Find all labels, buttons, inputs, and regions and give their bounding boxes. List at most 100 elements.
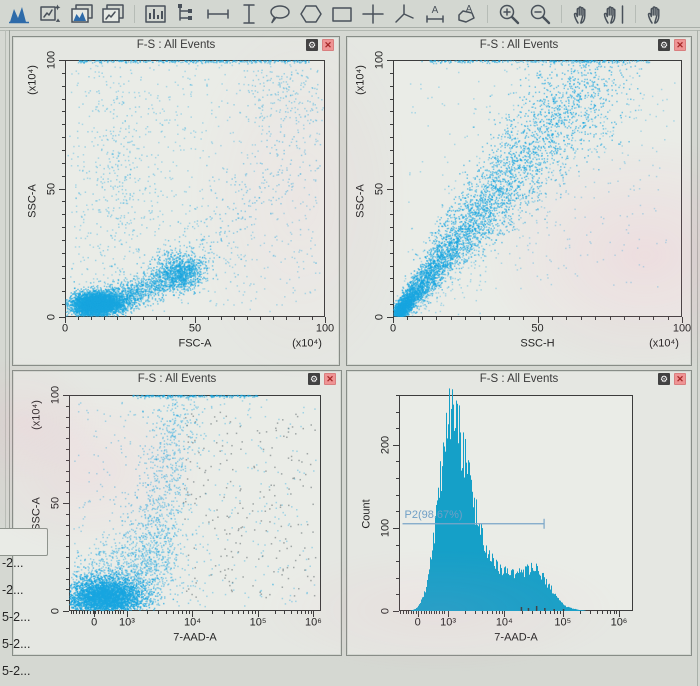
sidebar-item[interactable]: -2... [2, 556, 24, 570]
x-tick-label: 10³ [440, 616, 457, 629]
plot-settings-icon[interactable]: ⚙ [658, 373, 670, 385]
statistics-icon[interactable] [144, 3, 168, 25]
zoom-out-icon[interactable] [528, 3, 552, 25]
plot-panel-7aad-ssca: F-S : All Events ⚙ ✕ 0 10³ 10⁴ 10⁵ 10⁶ 0 50 100… [12, 370, 342, 656]
y-axis-label: SSC-A [354, 184, 367, 219]
y-tick-label: 0 [379, 607, 392, 615]
x-tick-label: 10⁴ [495, 616, 513, 629]
y-tick-label: 100 [373, 50, 386, 70]
plot-settings-icon[interactable]: ⚙ [308, 373, 320, 385]
plot-body: 0 10³ 10⁴ 10⁵ 10⁶ 0 50 100 7-AAD-A SSC-A (x10⁴) [13, 385, 341, 653]
plot-panel-ssch-ssca: F-S : All Events ⚙ ✕ 0 50 100 0 50 100 SSC-H (x… [346, 36, 692, 366]
x-tick-label: 10⁶ [610, 616, 628, 629]
x-tick-label: 10⁵ [249, 616, 267, 629]
y-tick-label: 0 [45, 313, 58, 321]
zoom-in-icon[interactable] [497, 3, 521, 25]
x-tick-label: 10⁴ [183, 616, 201, 629]
polygon-gate-icon[interactable] [299, 3, 323, 25]
plot-canvas[interactable] [13, 54, 339, 363]
y-tick-label: 200 [379, 435, 392, 455]
x-tick-label: 0 [91, 616, 98, 629]
x-tick-label: 100 [315, 322, 335, 335]
y-tick-label: 100 [49, 385, 62, 405]
plot-close-icon[interactable]: ✕ [324, 373, 336, 385]
plot-canvas[interactable] [13, 388, 341, 653]
plot-title-bar[interactable]: F-S : All Events ⚙ ✕ [347, 371, 691, 388]
x-tick-label: 0 [389, 322, 397, 335]
free-quadrant-gate-icon[interactable] [392, 3, 416, 25]
workspace-top-border [0, 30, 700, 31]
svg-text:A: A [466, 4, 473, 15]
x-axis-unit: (x10⁴) [292, 337, 322, 350]
y-tick-label: 50 [49, 496, 62, 510]
sidebar-collapsed-box [0, 528, 48, 556]
toolbar-separator [487, 4, 488, 23]
toolbar-separator [134, 4, 135, 23]
lasso-gate-icon[interactable] [268, 3, 292, 25]
interval-h-gate-icon[interactable] [206, 3, 230, 25]
svg-text:A: A [432, 5, 439, 16]
quadrant-gate-icon[interactable] [361, 3, 385, 25]
plot-close-icon[interactable]: ✕ [674, 39, 686, 51]
gate-label[interactable]: P2(98.67%) [404, 508, 463, 521]
x-axis-label: 7-AAD-A [494, 631, 538, 644]
plot-close-icon[interactable]: ✕ [322, 39, 334, 51]
sidebar-item[interactable]: 5-2... [2, 637, 31, 651]
toolbar-separator [635, 4, 636, 23]
workspace-right-border [697, 30, 698, 686]
plot-canvas[interactable] [347, 54, 691, 363]
hierarchy-icon[interactable] [175, 3, 199, 25]
plot-title-bar[interactable]: F-S : All Events ⚙ ✕ [13, 371, 341, 388]
toolbar-separator [561, 4, 562, 23]
hand-icon[interactable] [645, 3, 669, 25]
plot-histogram-icon[interactable] [8, 3, 32, 25]
x-axis-label: 7-AAD-A [173, 631, 217, 644]
pan-axis-icon[interactable] [602, 3, 626, 25]
sidebar-item[interactable]: -2... [2, 583, 24, 597]
x-tick-label: 50 [531, 322, 544, 335]
new-plot-icon[interactable] [39, 3, 63, 25]
plot-panel-7aad-count: F-S : All Events ⚙ ✕ P2(98.67%) 0 10³ 10⁴ 10… [346, 370, 692, 656]
pan-icon[interactable] [571, 3, 595, 25]
x-tick-label: 10⁵ [554, 616, 572, 629]
x-tick-label: 10⁶ [305, 616, 322, 629]
y-tick-label: 100 [45, 50, 58, 70]
y-axis-label: Count [360, 499, 373, 529]
plot-close-icon[interactable]: ✕ [674, 373, 686, 385]
y-axis-unit: (x10⁴) [354, 65, 367, 95]
plot-title-bar[interactable]: F-S : All Events ⚙ ✕ [347, 37, 691, 54]
overlay-histogram-icon[interactable] [70, 3, 94, 25]
x-tick-label: 100 [672, 322, 692, 335]
plot-canvas[interactable] [347, 388, 691, 653]
plot-settings-icon[interactable]: ⚙ [306, 39, 318, 51]
y-tick-label: 0 [49, 607, 62, 615]
x-tick-label: 50 [188, 322, 202, 335]
y-axis-label: SSC-A [30, 496, 43, 531]
x-tick-label: 0 [414, 616, 421, 629]
y-tick-label: 100 [379, 518, 392, 538]
x-axis-label: FSC-A [178, 337, 212, 350]
y-axis-unit: (x10⁴) [30, 400, 43, 430]
interval-v-gate-icon[interactable] [237, 3, 261, 25]
label-interval-icon[interactable]: A [423, 3, 447, 25]
y-axis-unit: (x10⁴) [26, 65, 39, 95]
y-tick-label: 50 [373, 182, 386, 195]
plot-title: F-S : All Events [479, 373, 559, 385]
overlay-plot-icon[interactable] [101, 3, 125, 25]
x-tick-label: 0 [61, 322, 69, 335]
y-axis-label: SSC-A [26, 184, 39, 219]
y-tick-label: 50 [45, 182, 58, 195]
sidebar-edge-line [5, 30, 6, 550]
plot-body: 0 50 100 0 50 100 FSC-A (x10⁴) SSC-A (x10⁴) [13, 50, 339, 363]
plot-title: F-S : All Events [136, 39, 216, 51]
plot-title-bar[interactable]: F-S : All Events ⚙ ✕ [13, 37, 339, 54]
x-axis-label: SSC-H [520, 337, 555, 350]
label-freehand-icon[interactable]: A [454, 3, 478, 25]
plot-panel-fsc-ssc: F-S : All Events ⚙ ✕ 0 50 100 0 50 100 FSC-A (x… [12, 36, 340, 366]
sidebar-item[interactable]: 5-2... [2, 610, 31, 624]
sidebar-item[interactable]: 5-2... [2, 664, 31, 678]
x-axis-unit: (x10⁴) [649, 337, 679, 350]
rectangle-gate-icon[interactable] [330, 3, 354, 25]
plot-settings-icon[interactable]: ⚙ [658, 39, 670, 51]
plot-title: F-S : All Events [479, 39, 559, 51]
